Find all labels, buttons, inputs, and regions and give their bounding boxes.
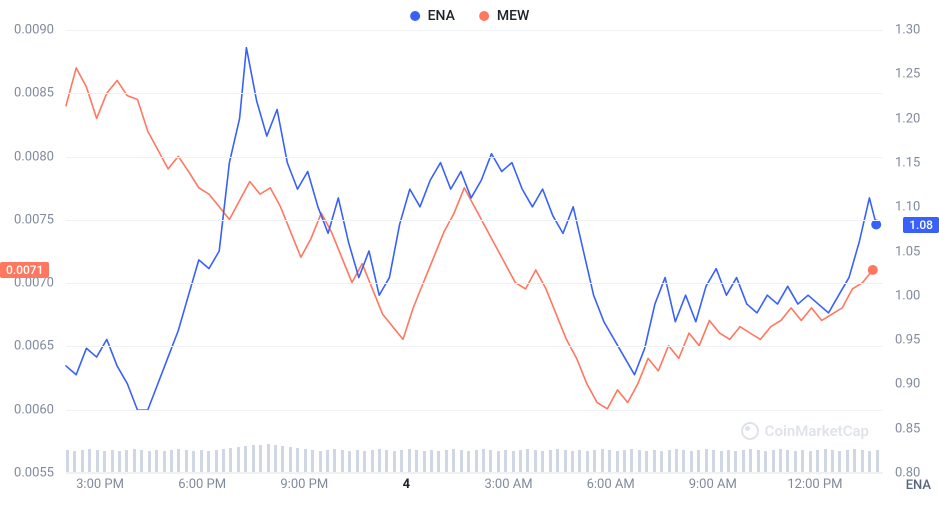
y-left-tick: 0.0060 xyxy=(0,402,60,417)
current-price-badge-ena: 1.08 xyxy=(903,217,939,233)
y-right-tick: 0.95 xyxy=(889,333,939,348)
x-tick: 3:00 PM xyxy=(76,477,124,492)
coinmarketcap-icon xyxy=(741,422,759,440)
y-left-tick: 0.0090 xyxy=(0,23,60,38)
x-tick: 9:00 AM xyxy=(689,477,737,492)
legend-label: ENA xyxy=(428,8,455,24)
y-axis-right: 0.800.850.900.951.001.051.101.151.201.25… xyxy=(889,0,939,507)
legend-item-mew[interactable]: MEW xyxy=(479,8,529,24)
y-right-tick: 0.90 xyxy=(889,377,939,392)
y-right-tick: 1.30 xyxy=(889,23,939,38)
y-right-tick: 1.05 xyxy=(889,244,939,259)
y-left-tick: 0.0075 xyxy=(0,212,60,227)
x-tick: 3:00 AM xyxy=(484,477,532,492)
x-tick: 6:00 PM xyxy=(178,477,226,492)
brand-label: ENA xyxy=(906,478,931,493)
legend-item-ena[interactable]: ENA xyxy=(410,8,455,24)
legend-dot-icon xyxy=(479,11,489,21)
x-tick: 6:00 AM xyxy=(587,477,635,492)
x-tick: 4 xyxy=(403,477,410,492)
current-price-badge-mew: 0.0071 xyxy=(0,262,49,278)
y-axis-left: 0.00550.00600.00650.00700.00750.00800.00… xyxy=(0,0,60,507)
price-chart: ENA MEW 0.00550.00600.00650.00700.00750.… xyxy=(0,0,939,507)
y-right-tick: 1.00 xyxy=(889,288,939,303)
watermark: CoinMarketCap xyxy=(741,422,869,440)
chart-lines xyxy=(66,30,883,472)
y-right-tick: 1.10 xyxy=(889,200,939,215)
y-left-tick: 0.0055 xyxy=(0,466,60,481)
chart-legend: ENA MEW xyxy=(410,8,530,24)
y-left-tick: 0.0080 xyxy=(0,149,60,164)
y-right-tick: 1.20 xyxy=(889,111,939,126)
chart-plot-area[interactable]: CoinMarketCap xyxy=(66,30,883,473)
x-tick: 12:00 PM xyxy=(787,477,842,492)
watermark-text: CoinMarketCap xyxy=(765,422,869,440)
y-right-tick: 1.15 xyxy=(889,155,939,170)
y-right-tick: 0.85 xyxy=(889,421,939,436)
x-tick: 9:00 PM xyxy=(280,477,328,492)
y-left-tick: 0.0085 xyxy=(0,86,60,101)
y-right-tick: 1.25 xyxy=(889,67,939,82)
y-left-tick: 0.0065 xyxy=(0,339,60,354)
legend-label: MEW xyxy=(497,8,529,24)
legend-dot-icon xyxy=(410,11,420,21)
x-axis: 3:00 PM 6:00 PM 9:00 PM 4 3:00 AM 6:00 AM 9:00… xyxy=(66,477,883,493)
